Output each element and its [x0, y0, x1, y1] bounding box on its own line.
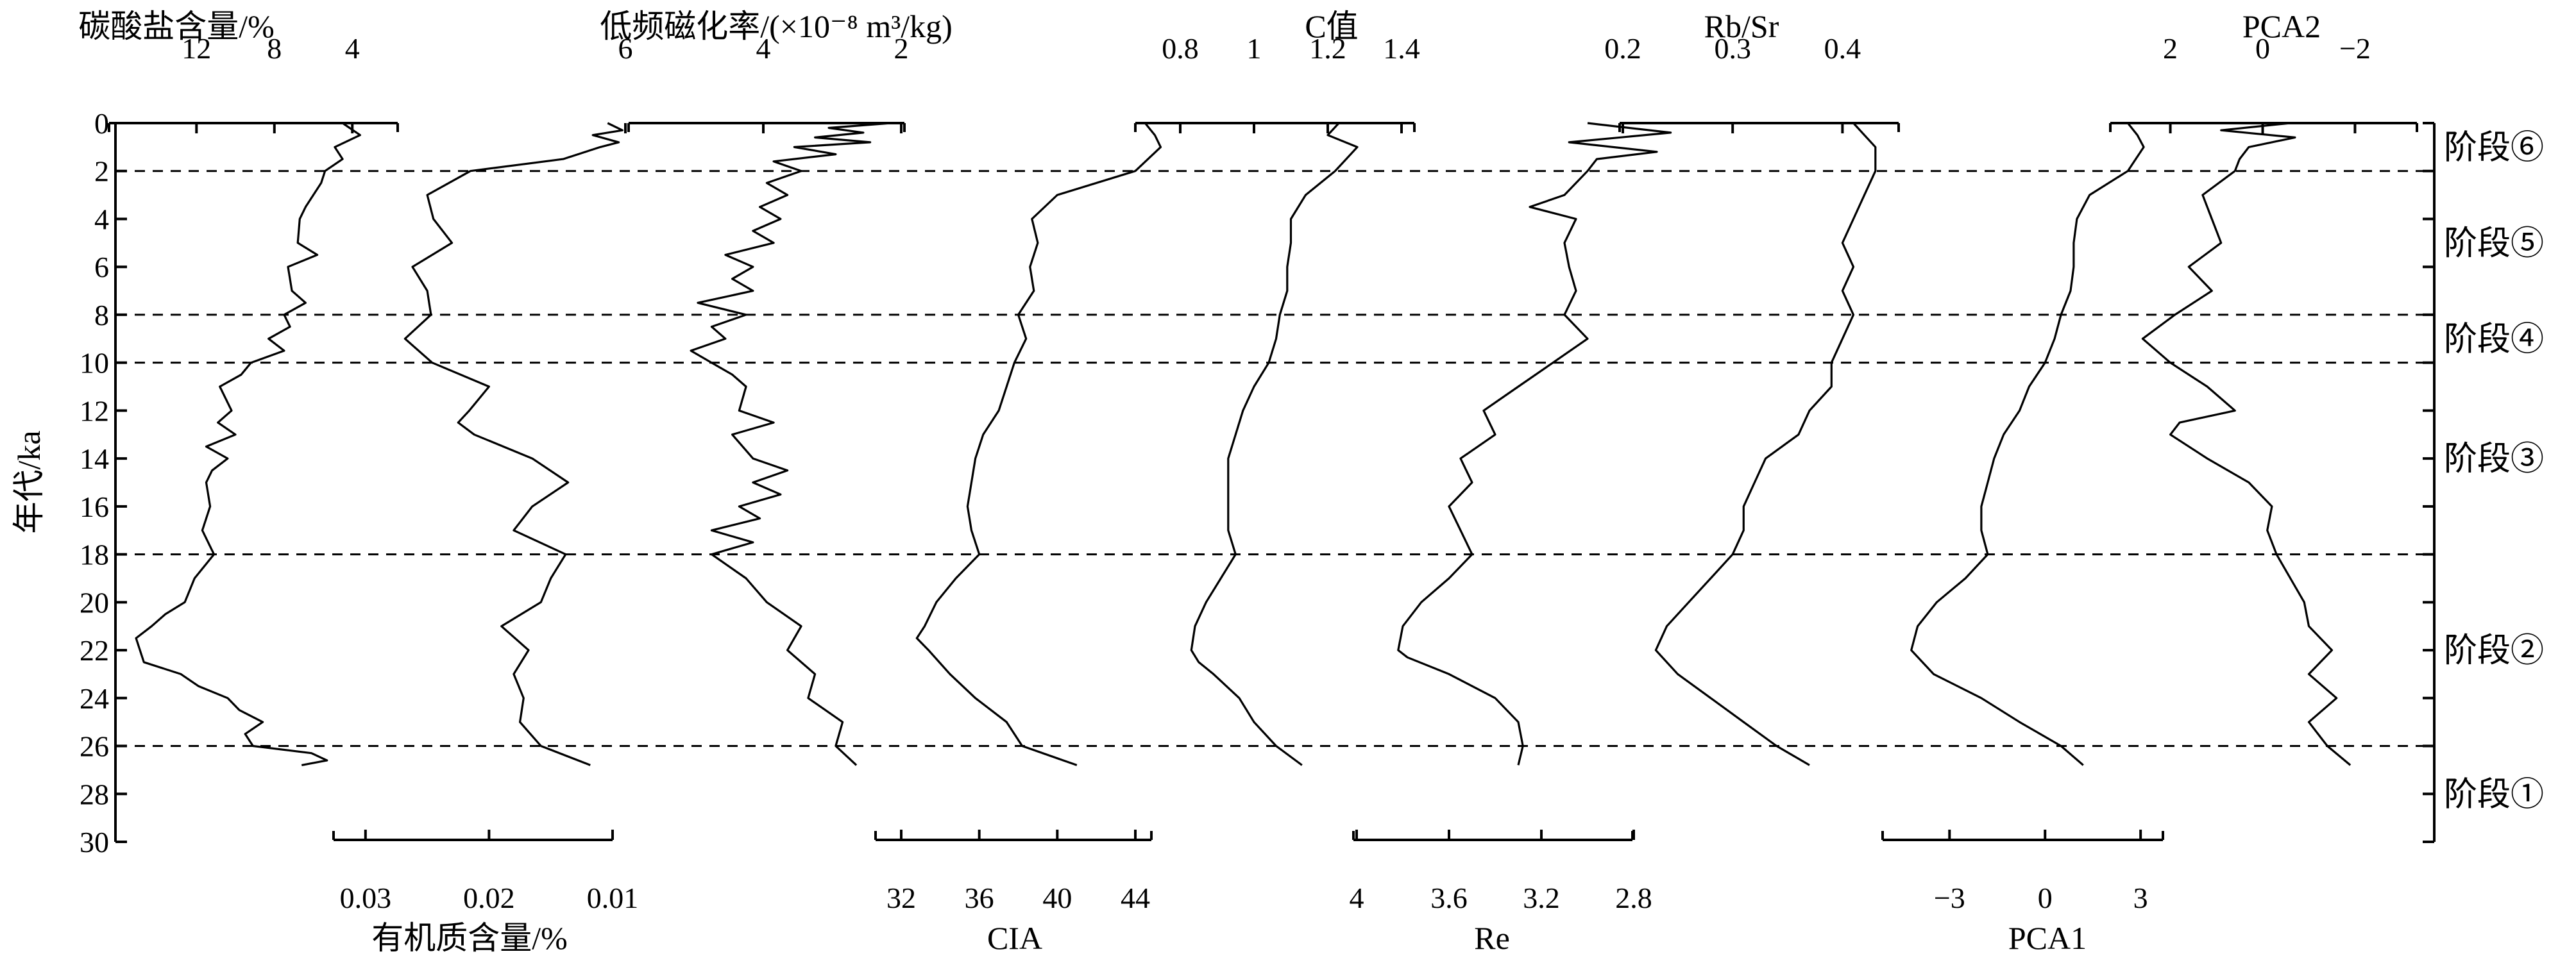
- panel-0: 12 8 4 碳酸盐含量/%: [78, 8, 399, 766]
- panel-6: 0.2 0.3 0.4 Rb/Sr: [1604, 8, 1900, 766]
- stage-label: 阶段③: [2444, 441, 2544, 478]
- panel-tick-label: 1: [1247, 32, 1262, 65]
- panel-tick-label: 0: [2038, 882, 2053, 914]
- panel-series-line: [2141, 122, 2351, 766]
- stage-label: 阶段④: [2444, 321, 2544, 358]
- age-axis-title: 年代/ka: [11, 430, 47, 533]
- panel-tick-label: 4: [345, 32, 360, 65]
- panel-tick-label: 2: [2163, 32, 2178, 65]
- age-tick-label: 12: [80, 394, 109, 427]
- age-tick-label: 22: [80, 634, 109, 667]
- panel-tick-label: 0.8: [1162, 32, 1199, 65]
- panel-title: 有机质含量/%: [371, 920, 568, 956]
- panel-title: PCA1: [2008, 920, 2087, 956]
- age-tick-label: 4: [94, 203, 109, 235]
- panel-tick-label: 2: [894, 32, 909, 65]
- panel-series-line: [1910, 122, 2145, 766]
- stage-axis-ticks: [2423, 122, 2434, 843]
- age-tick-label: 2: [94, 155, 109, 188]
- panel-series-line: [915, 122, 1162, 766]
- panel-tick-label: 3.6: [1430, 882, 1468, 914]
- panel-tick-label: 3.2: [1523, 882, 1560, 914]
- age-tick-label: 26: [80, 730, 109, 763]
- panel-title: C值: [1305, 8, 1358, 44]
- panel-tick-label: 36: [965, 882, 994, 914]
- panel-series-line: [1190, 122, 1359, 766]
- panel-tick-label: 4: [1350, 882, 1364, 914]
- panel-series-line: [1397, 122, 1672, 766]
- panel-1: 0.03 0.02 0.01 有机质含量/%: [332, 122, 639, 956]
- panel-3: 32 36 40 44 CIA: [874, 122, 1162, 956]
- panel-tick-label: 4: [756, 32, 771, 65]
- panel-tick-label: 3: [2133, 882, 2148, 914]
- panel-tick-label: 6: [618, 32, 633, 65]
- panel-title: Rb/Sr: [1704, 8, 1779, 44]
- age-tick-label: 18: [80, 539, 109, 571]
- panel-tick-label: −2: [2339, 32, 2371, 65]
- panel-title: Re: [1474, 920, 1510, 956]
- panel-tick-label: 0.02: [463, 882, 515, 914]
- age-tick-label: 8: [94, 299, 109, 331]
- stage-label: 阶段①: [2444, 776, 2544, 813]
- panel-tick-label: 32: [886, 882, 916, 914]
- panel-tick-label: 0: [2255, 32, 2270, 65]
- stage-boundaries: [117, 170, 2433, 748]
- panel-tick-label: 2.8: [1615, 882, 1652, 914]
- panel-tick-label: 0.3: [1714, 32, 1751, 65]
- panel-title: 低频磁化率/(×10⁻⁸ m³/kg): [600, 8, 953, 44]
- stage-label: 阶段②: [2444, 633, 2544, 669]
- panel-tick-label: −3: [1934, 882, 1965, 914]
- age-tick-label: 30: [80, 826, 109, 858]
- age-tick-label: 0: [94, 107, 109, 140]
- panel-tick-label: 1.4: [1383, 32, 1420, 65]
- age-tick-label: 28: [80, 778, 109, 810]
- panel-tick-label: 0.4: [1824, 32, 1861, 65]
- panel-8: 2 0 −2 PCA2: [2109, 8, 2418, 766]
- age-tick-label: 24: [80, 682, 109, 715]
- age-tick-label: 10: [80, 347, 109, 380]
- panel-tick-label: 40: [1042, 882, 1072, 914]
- panel-series-line: [1654, 122, 1877, 766]
- panel-7: −3 0 3 PCA1: [1881, 122, 2164, 956]
- panel-title: 碳酸盐含量/%: [78, 8, 275, 44]
- panel-tick-label: 0.01: [587, 882, 639, 914]
- age-tick-label: 16: [80, 490, 109, 523]
- panel-tick-label: 8: [267, 32, 282, 65]
- age-tick-label: 14: [80, 442, 109, 475]
- panel-tick-label: 44: [1121, 882, 1150, 914]
- stage-label: 阶段⑤: [2444, 226, 2544, 262]
- age-tick-label: 20: [80, 586, 109, 619]
- panel-title: PCA2: [2242, 8, 2321, 44]
- panel-4: 0.8 1 1.2 1.4 C值: [1134, 8, 1420, 766]
- age-tick-label: 6: [94, 251, 109, 283]
- panel-tick-label: 0.2: [1604, 32, 1641, 65]
- panel-series-line: [690, 122, 892, 766]
- panel-series-line: [403, 122, 623, 766]
- stage-axis: [2423, 122, 2436, 843]
- panel-tick-label: 0.03: [340, 882, 392, 914]
- stage-label: 阶段⑥: [2444, 130, 2544, 166]
- panel-tick-label: 1.2: [1309, 32, 1346, 65]
- panel-5: 4 3.6 3.2 2.8 Re: [1350, 122, 1672, 956]
- panel-title: CIA: [987, 920, 1042, 956]
- panel-series-line: [135, 122, 361, 766]
- stage-labels: 阶段⑥ 阶段⑤ 阶段④ 阶段③ 阶段② 阶段①: [2444, 130, 2544, 813]
- panel-tick-label: 12: [182, 32, 211, 65]
